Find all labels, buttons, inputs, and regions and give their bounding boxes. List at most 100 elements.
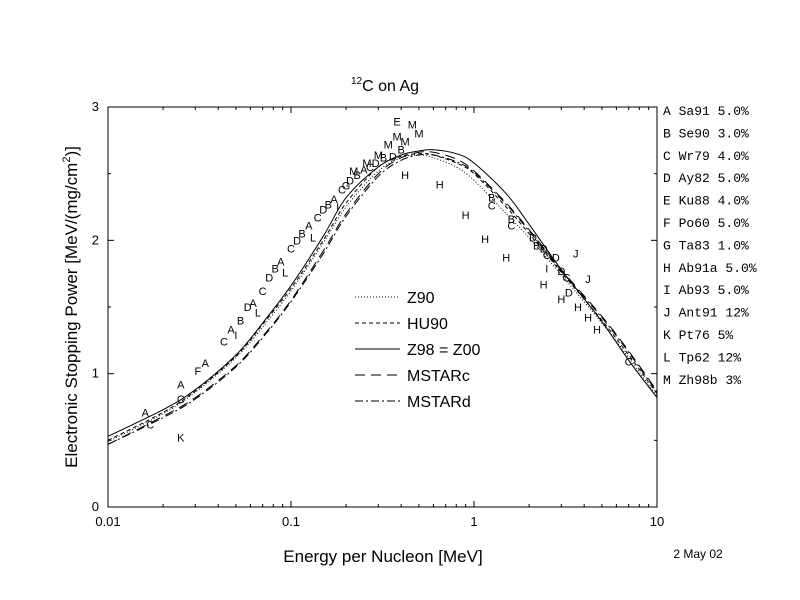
reference-entry: M Zh98b 3%	[663, 373, 741, 388]
data-point-c: C	[338, 185, 346, 197]
reference-entry: J Ant91 12%	[663, 306, 749, 321]
data-point-b: B	[488, 193, 495, 205]
data-point-l: L	[310, 233, 316, 245]
data-point-c: C	[287, 243, 295, 255]
data-point-j: J	[573, 249, 579, 261]
data-point-m: M	[414, 129, 423, 141]
data-point-a: A	[142, 407, 150, 419]
data-point-a: A	[177, 379, 185, 391]
data-point-d: D	[529, 233, 537, 245]
data-point-m: M	[384, 139, 393, 151]
data-point-i: I	[336, 202, 339, 214]
y-axis-label-main: Electronic Stopping Power [MeV/(mg/cm	[62, 163, 81, 468]
data-point-b: B	[533, 241, 540, 253]
data-point-c: C	[259, 286, 267, 298]
x-tick-label: 1	[470, 514, 477, 529]
reference-entry: D Ay82 5.0%	[663, 171, 749, 186]
reference-entry: F Po60 5.0%	[663, 216, 749, 231]
data-point-c: C	[507, 221, 515, 233]
y-tick-label: 3	[92, 99, 99, 114]
data-point-a: A	[202, 358, 210, 370]
reference-entry: H Ab91a 5.0%	[663, 261, 757, 276]
data-point-d: D	[565, 287, 573, 299]
title-main: C on Ag	[362, 78, 419, 95]
data-point-m: M	[400, 137, 409, 149]
data-point-h: H	[593, 325, 601, 337]
data-point-g: G	[342, 181, 351, 193]
data-point-e: E	[393, 117, 400, 129]
data-point-l: L	[255, 307, 261, 319]
data-point-m: M	[349, 166, 358, 178]
data-point-c: C	[562, 273, 570, 285]
data-point-d: D	[552, 253, 560, 265]
data-point-h: H	[540, 279, 548, 291]
y-tick-label: 1	[92, 366, 99, 381]
data-point-h: H	[584, 313, 592, 325]
data-point-h: H	[574, 302, 582, 314]
data-point-b: B	[398, 145, 405, 157]
data-point-m: M	[393, 131, 402, 143]
reference-entry: I Ab93 5.0%	[663, 283, 749, 298]
reference-entry: C Wr79 4.0%	[663, 149, 749, 164]
data-point-a: A	[227, 325, 235, 337]
data-point-b: B	[354, 170, 361, 182]
data-point-d: D	[389, 151, 397, 163]
data-point-d: D	[557, 266, 565, 278]
x-tick-label: 0.1	[282, 514, 300, 529]
data-point-i: I	[234, 330, 237, 342]
data-point-b: B	[325, 199, 332, 211]
data-point-c: C	[220, 337, 228, 349]
data-point-c: C	[625, 357, 633, 369]
x-tick-label: 0.01	[95, 514, 120, 529]
series-line-z90	[107, 154, 658, 443]
data-point-d: D	[372, 158, 380, 170]
data-point-h: H	[462, 210, 470, 222]
data-point-h: H	[481, 234, 489, 246]
series-line-hu90	[107, 153, 658, 441]
series-line-mstarc	[107, 151, 658, 445]
data-point-d: D	[319, 205, 327, 217]
data-point-k: K	[177, 433, 185, 445]
data-point-h: H	[401, 170, 409, 182]
legend-entry-label: HU90	[407, 316, 448, 333]
data-point-l: L	[282, 267, 288, 279]
data-point-m: M	[374, 150, 383, 162]
reference-list: A Sa91 5.0% B Se90 3.0% C Wr79 4.0% D Ay82 …	[663, 104, 757, 388]
data-point-d: D	[265, 273, 273, 285]
data-point-b: B	[380, 153, 387, 165]
data-point-c: C	[146, 419, 154, 431]
reference-entry: K Pt76 5%	[663, 328, 733, 343]
data-point-a: A	[305, 221, 313, 233]
y-tick-label: 0	[92, 499, 99, 514]
reference-entry: L Tp62 12%	[663, 350, 741, 365]
data-point-d: D	[540, 243, 548, 255]
data-point-h: H	[557, 294, 565, 306]
data-point-h: H	[502, 253, 510, 265]
data-point-c: C	[177, 394, 185, 406]
reference-entry: B Se90 3.0%	[663, 126, 749, 141]
data-point-a: A	[360, 165, 368, 177]
data-point-h: H	[436, 179, 444, 191]
chart-title: 12C on Ag	[351, 76, 419, 95]
data-point-m: M	[362, 158, 371, 170]
reference-entry: G Ta83 1.0%	[663, 238, 749, 253]
data-point-f: F	[195, 366, 202, 378]
y-axis-label-end: )]	[62, 146, 81, 156]
data-point-m: M	[408, 119, 417, 131]
data-point-c: C	[366, 162, 374, 174]
data-point-d: D	[346, 175, 354, 187]
x-tick-label: 10	[650, 514, 664, 529]
data-point-b: B	[298, 229, 305, 241]
date-stamp: 2 May 02	[673, 547, 723, 561]
data-point-a: A	[249, 298, 257, 310]
y-tick-label: 2	[92, 232, 99, 247]
data-point-d: D	[244, 302, 252, 314]
legend-entry-label: Z90	[407, 290, 435, 307]
reference-entry: E Ku88 4.0%	[663, 194, 749, 209]
axis-ticks: 0.01 0.1 1 10 0 1 2 3	[92, 99, 664, 529]
title-isotope-prefix: 12	[351, 76, 363, 87]
legend-entry-label: MSTARd	[407, 394, 471, 411]
x-axis-label: Energy per Nucleon [MeV]	[283, 547, 482, 566]
